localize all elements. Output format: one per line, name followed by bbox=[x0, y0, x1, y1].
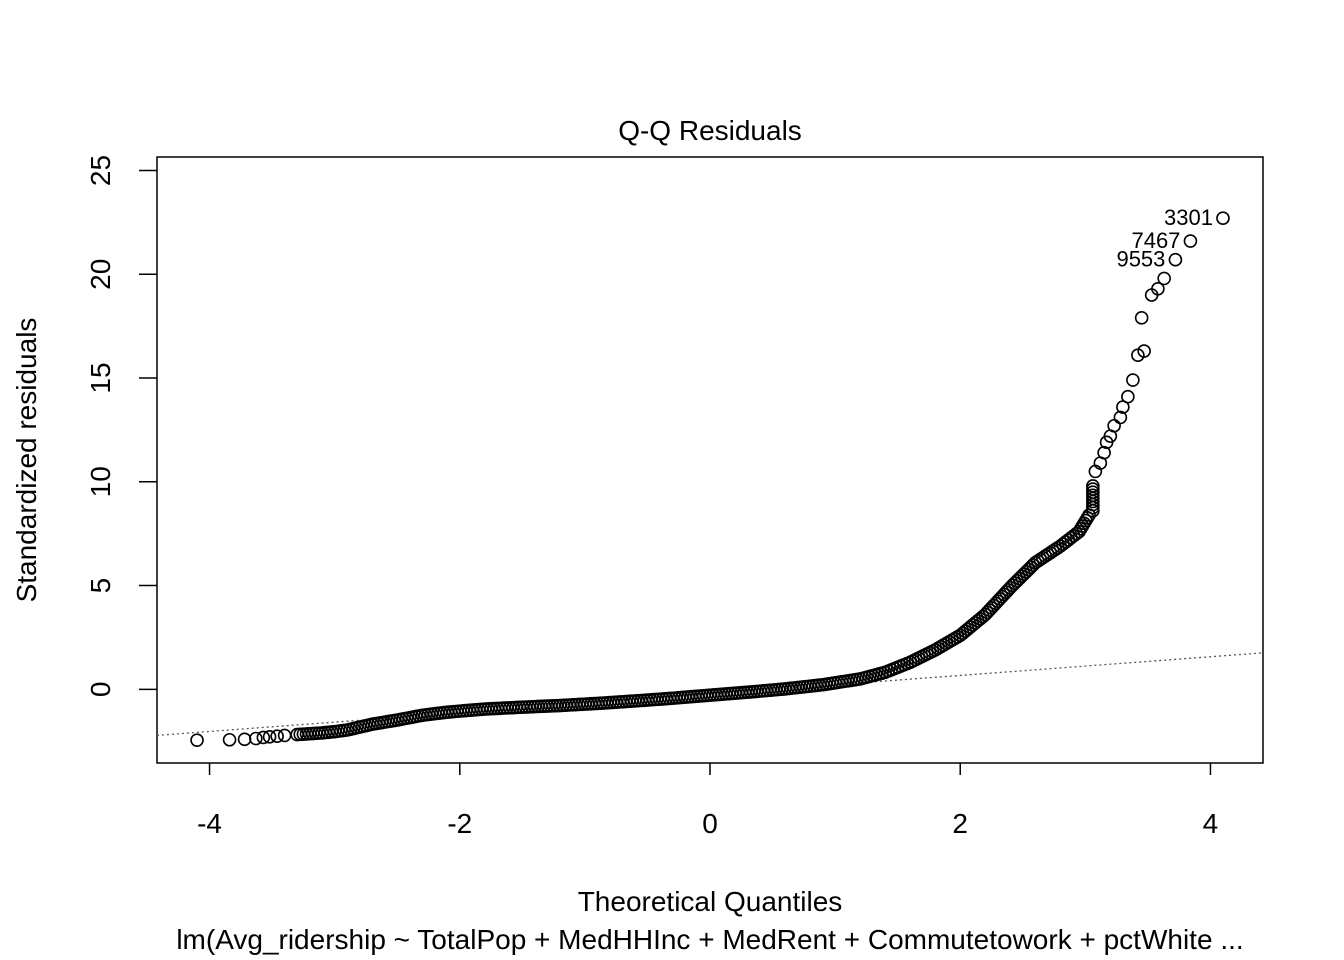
chart-title: Q-Q Residuals bbox=[618, 115, 802, 146]
x-axis: -4 -2 0 2 4 bbox=[197, 763, 1218, 839]
x-tick-label: 0 bbox=[702, 808, 718, 839]
y-axis-label: Standardized residuals bbox=[11, 318, 42, 603]
y-tick-label: 20 bbox=[85, 259, 116, 290]
data-point bbox=[1183, 234, 1198, 248]
plot-frame bbox=[156, 156, 1264, 764]
data-point bbox=[1010, 574, 1024, 588]
data-point bbox=[1157, 271, 1171, 286]
data-point bbox=[1168, 252, 1183, 267]
data-point bbox=[1005, 578, 1020, 593]
data-point bbox=[1003, 580, 1018, 595]
y-tick-label: 10 bbox=[85, 466, 116, 497]
x-tick-label: -4 bbox=[197, 808, 222, 839]
data-point bbox=[222, 732, 237, 747]
data-point bbox=[1012, 571, 1027, 586]
data-point bbox=[1021, 562, 1036, 577]
outlier-label: 7467 bbox=[1131, 228, 1180, 253]
x-tick-label: 4 bbox=[1203, 808, 1219, 839]
x-tick-label: 2 bbox=[952, 808, 968, 839]
data-point bbox=[1134, 311, 1149, 325]
data-point bbox=[262, 730, 277, 744]
data-point bbox=[1107, 418, 1121, 433]
y-tick-label: 5 bbox=[85, 578, 116, 594]
model-subtitle: lm(Avg_ridership ~ TotalPop + MedHHInc +… bbox=[176, 924, 1243, 955]
y-axis: 0 5 10 15 20 25 bbox=[85, 155, 157, 697]
outlier-label: 9553 bbox=[1116, 247, 1165, 272]
data-point bbox=[1121, 389, 1135, 404]
data-point bbox=[1137, 344, 1151, 358]
y-tick-label: 15 bbox=[85, 362, 116, 393]
data-point bbox=[190, 733, 204, 747]
x-tick-label: -2 bbox=[447, 808, 472, 839]
data-point bbox=[1017, 567, 1031, 581]
data-point bbox=[1019, 564, 1033, 579]
data-point bbox=[1126, 373, 1140, 387]
outlier-label: 3301 bbox=[1164, 205, 1213, 230]
y-tick-label: 25 bbox=[85, 155, 116, 186]
data-point bbox=[277, 728, 292, 743]
data-point bbox=[1014, 569, 1029, 584]
data-point bbox=[270, 729, 284, 744]
data-point bbox=[249, 731, 263, 746]
data-point bbox=[1097, 445, 1111, 460]
data-point bbox=[256, 730, 271, 745]
data-points bbox=[190, 211, 1230, 747]
data-point bbox=[1008, 576, 1022, 590]
data-point bbox=[1086, 479, 1100, 493]
data-point bbox=[1216, 211, 1230, 226]
y-tick-label: 0 bbox=[85, 682, 116, 698]
data-point bbox=[1113, 410, 1128, 425]
data-point bbox=[1151, 281, 1165, 296]
data-point bbox=[237, 732, 252, 747]
x-axis-label: Theoretical Quantiles bbox=[578, 886, 843, 917]
